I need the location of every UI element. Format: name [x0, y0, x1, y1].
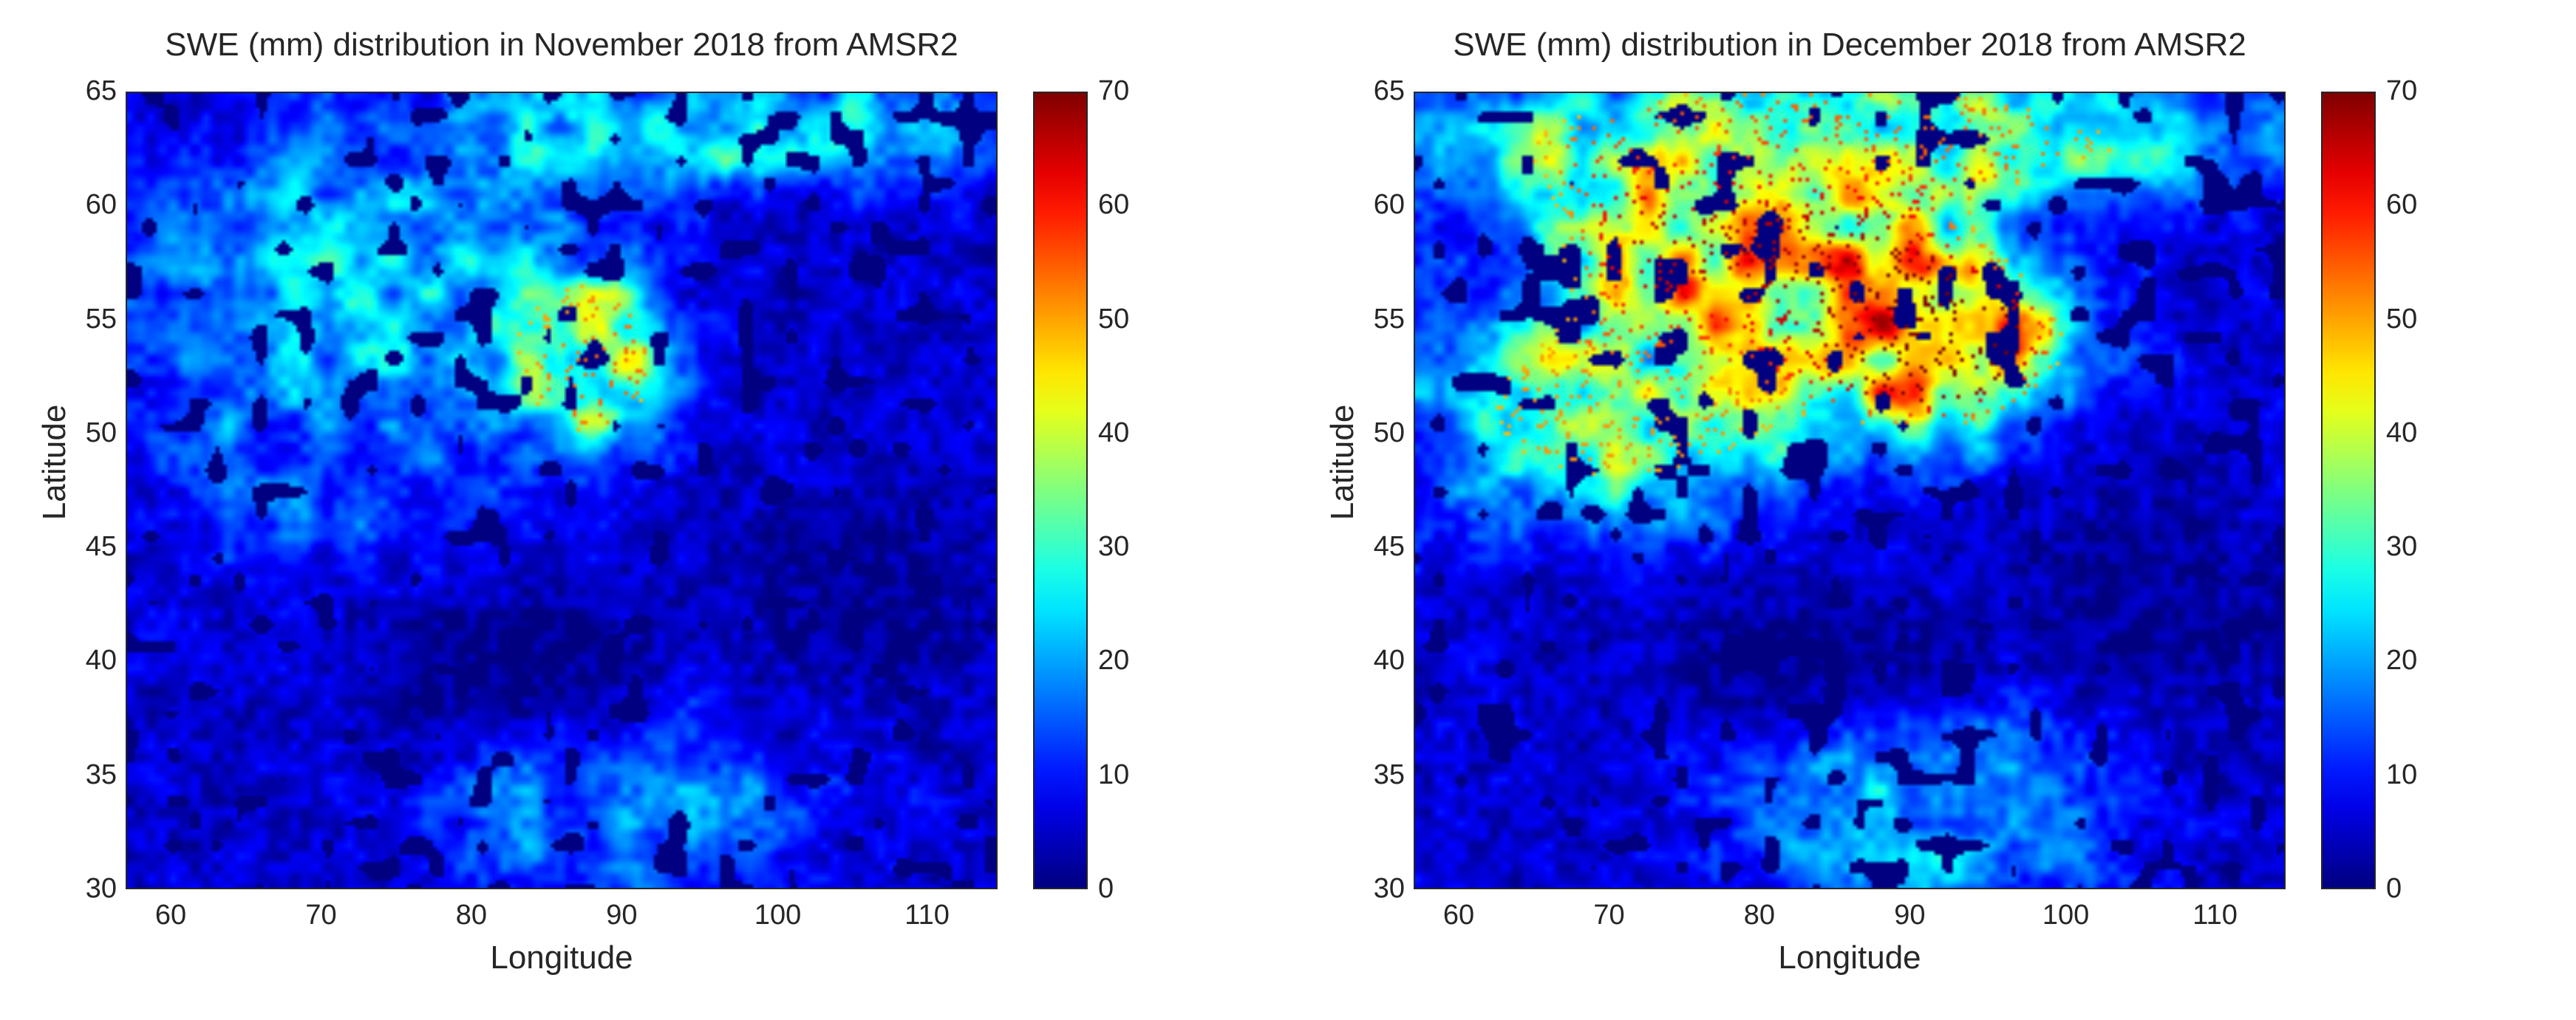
colorbar	[1033, 92, 1088, 889]
y-tick-label: 50	[1373, 417, 1405, 448]
colorbar-tick-label: 10	[1098, 759, 1130, 790]
colorbar-tick-label: 40	[2386, 417, 2418, 448]
y-axis-label: Latitude	[36, 404, 72, 521]
chart-panel-november: SWE (mm) distribution in November 2018 f…	[36, 27, 1130, 976]
colorbar-tick-label: 60	[2386, 189, 2418, 221]
colorbar-tick-label: 70	[1098, 75, 1130, 106]
colorbar-tick-label: 20	[2386, 645, 2418, 677]
x-tick-label: 90	[606, 900, 638, 931]
colorbar-tick-label: 0	[1098, 873, 1114, 904]
colorbar-tick-label: 20	[1098, 645, 1130, 677]
y-tick-label: 65	[1373, 75, 1405, 106]
y-tick-label: 45	[85, 531, 117, 563]
y-tick-label: 30	[85, 873, 117, 904]
chart-title: SWE (mm) distribution in November 2018 f…	[165, 27, 958, 63]
x-tick-label: 80	[455, 900, 488, 931]
colorbar-tick-label: 0	[2386, 873, 2402, 904]
x-tick-label: 110	[2192, 900, 2238, 931]
colorbar-tick-label: 40	[1098, 417, 1130, 448]
y-tick-label: 55	[85, 303, 117, 335]
colorbar-tick-label: 60	[1098, 189, 1130, 221]
y-tick-label: 55	[1373, 303, 1405, 335]
y-tick-label: 35	[85, 759, 117, 790]
swe-heatmap	[126, 92, 998, 889]
colorbar-tick-label: 70	[2386, 75, 2418, 106]
colorbar-tick-label: 50	[2386, 303, 2418, 335]
x-axis-label: Longitude	[1778, 939, 1921, 976]
y-tick-label: 35	[1373, 759, 1405, 790]
y-tick-label: 60	[85, 189, 117, 221]
chart-panel-december: SWE (mm) distribution in December 2018 f…	[1288, 0, 2576, 1020]
x-tick-label: 100	[754, 900, 802, 931]
colorbar-tick-label: 50	[1098, 303, 1130, 335]
y-tick-label: 65	[85, 75, 117, 106]
y-tick-label: 30	[1373, 873, 1405, 904]
colorbar-tick-label: 30	[2386, 531, 2418, 563]
x-tick-label: 100	[2042, 900, 2090, 931]
chart-title: SWE (mm) distribution in December 2018 f…	[1453, 27, 2246, 63]
colorbar-tick-label: 30	[1098, 531, 1130, 563]
x-tick-label: 60	[154, 900, 187, 931]
x-axis-label: Longitude	[490, 939, 633, 976]
y-axis-label: Latitude	[1324, 404, 1360, 521]
x-tick-label: 70	[1593, 900, 1625, 931]
x-tick-label: 110	[904, 900, 950, 931]
y-tick-label: 60	[1373, 189, 1405, 221]
y-tick-label: 45	[1373, 531, 1405, 563]
y-tick-label: 50	[85, 417, 117, 448]
x-tick-label: 90	[1894, 900, 1926, 931]
y-tick-label: 40	[85, 645, 117, 677]
x-tick-label: 80	[1743, 900, 1776, 931]
colorbar-tick-label: 10	[2386, 759, 2418, 790]
y-tick-label: 40	[1373, 645, 1405, 677]
x-tick-label: 70	[305, 900, 337, 931]
colorbar	[2321, 92, 2376, 889]
x-tick-label: 60	[1442, 900, 1475, 931]
swe-heatmap	[1414, 92, 2286, 889]
